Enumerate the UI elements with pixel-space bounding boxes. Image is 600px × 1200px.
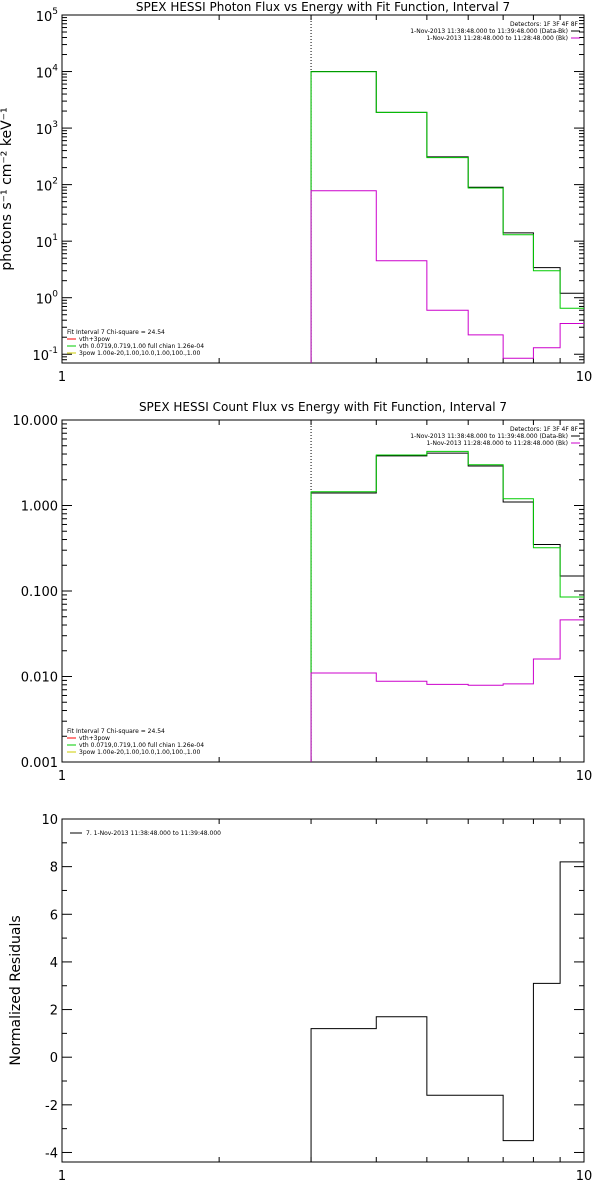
legend-entry: 1-Nov-2013 11:38:48.000 to 11:39:48.000 … xyxy=(410,433,568,440)
legend-entry: vth 0.0719,0.719,1.00 full chian 1.26e-0… xyxy=(79,343,204,350)
y-tick-label: 10-1 xyxy=(32,346,58,364)
legend-entry: Fit Interval 7 Chi-square = 24.54 xyxy=(67,329,165,336)
legend-entry: vth+3pow xyxy=(79,336,110,343)
y-tick-label: 0.010 xyxy=(21,671,58,686)
plot-frame xyxy=(61,14,585,364)
legend-entry: 1-Nov-2013 11:28:48.000 to 11:28:48.000 … xyxy=(426,35,568,42)
y-tick-label: 101 xyxy=(36,233,58,251)
y-tick-label: 1.000 xyxy=(21,500,58,515)
y-tick-label: 105 xyxy=(36,7,58,25)
legend-entry: Detectors: 1F 3F 4F 8F xyxy=(510,426,579,433)
y-tick-label: 8 xyxy=(50,861,58,876)
x-tick-label: 10 xyxy=(576,370,593,385)
y-tick-label: -4 xyxy=(45,1146,58,1161)
series-line-2 xyxy=(310,450,584,762)
y-tick-label: 103 xyxy=(36,120,58,138)
x-tick-label: 1 xyxy=(58,1169,66,1184)
y-tick-label: 102 xyxy=(36,177,58,195)
chart-panel-3: 1 10 -4 -2 0 2 4 6 8 10 Normalized Residuals 7. 1-N… xyxy=(8,813,592,1184)
series-line-3 xyxy=(310,190,584,363)
legend-entry: vth+3pow xyxy=(79,735,110,742)
plot-frame xyxy=(61,419,585,763)
series-line-1 xyxy=(310,452,584,762)
y-tick-label: 0.100 xyxy=(21,585,58,600)
y-tick-label: 6 xyxy=(50,908,58,923)
chart-panel-1: SPEX HESSI Photon Flux vs Energy with Fi… xyxy=(0,0,592,385)
y-tick-label: 10.000 xyxy=(13,414,59,429)
y-tick-label: 100 xyxy=(36,290,59,308)
series-line-1 xyxy=(310,861,584,1162)
y-tick-label: 2 xyxy=(50,1004,58,1019)
y-tick-label: 0 xyxy=(50,1051,58,1066)
legend-entry: 7. 1-Nov-2013 11:38:48.000 to 11:39:48.0… xyxy=(86,830,221,837)
x-tick-label: 10 xyxy=(576,1169,593,1184)
plot-frame xyxy=(61,818,585,1163)
legend-entry: 1-Nov-2013 11:38:48.000 to 11:39:48.000 … xyxy=(410,28,568,35)
y-tick-label: -2 xyxy=(45,1099,58,1114)
legend-entry: Fit Interval 7 Chi-square = 24.54 xyxy=(67,728,165,735)
chart-title: SPEX HESSI Photon Flux vs Energy with Fi… xyxy=(136,0,510,14)
y-axis-label: Normalized Residuals xyxy=(8,915,24,1065)
legend-entry: 3pow 1.00e-20,1.00,10.0,1.00,100.,1.00 xyxy=(79,350,200,357)
series-line-2 xyxy=(310,71,584,363)
legend-entry: vth 0.0719,0.719,1.00 full chian 1.26e-0… xyxy=(79,742,204,749)
y-tick-label: 0.001 xyxy=(21,756,58,771)
series-line-3 xyxy=(310,619,584,762)
x-tick-label: 1 xyxy=(58,370,66,385)
legend-entry: 3pow 1.00e-20,1.00,10.0,1.00,100.,1.00 xyxy=(79,749,200,756)
y-axis-label: photons s⁻¹ cm⁻² keV⁻¹ xyxy=(0,107,15,270)
x-tick-label: 1 xyxy=(58,769,66,784)
legend-entry: Detectors: 1F 3F 4F 8F xyxy=(510,21,579,28)
chart-panel-2: SPEX HESSI Count Flux vs Energy with Fit… xyxy=(13,400,593,784)
chart-title: SPEX HESSI Count Flux vs Energy with Fit… xyxy=(139,400,507,414)
legend-entry: 1-Nov-2013 11:28:48.000 to 11:28:48.000 … xyxy=(426,440,568,447)
y-tick-label: 4 xyxy=(50,956,58,971)
y-tick-label: 104 xyxy=(36,64,59,82)
y-tick-label: 10 xyxy=(41,813,58,828)
x-tick-label: 10 xyxy=(576,769,593,784)
series-line-1 xyxy=(310,71,584,363)
